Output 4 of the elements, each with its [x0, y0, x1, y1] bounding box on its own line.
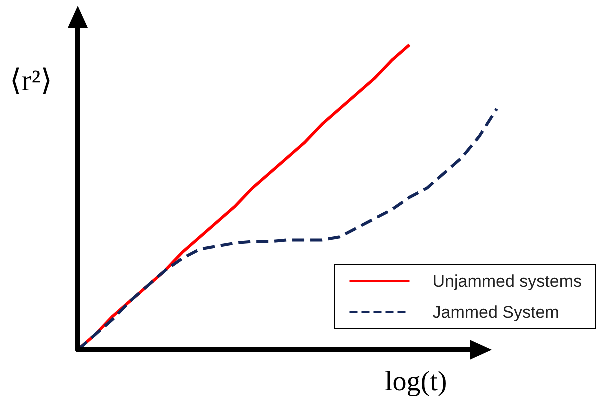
legend-label: Unjammed systems: [432, 272, 582, 291]
y-axis-title: ⟨r²⟩: [10, 64, 52, 98]
x-axis-title: log(t): [385, 366, 448, 398]
legend-label: Jammed System: [432, 303, 560, 322]
